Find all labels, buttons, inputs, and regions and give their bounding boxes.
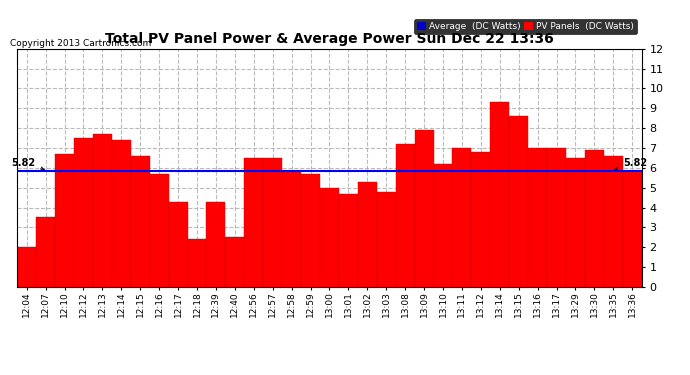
Bar bbox=[623, 171, 642, 287]
Bar bbox=[528, 148, 547, 287]
Bar bbox=[93, 134, 112, 287]
Legend: Average  (DC Watts), PV Panels  (DC Watts): Average (DC Watts), PV Panels (DC Watts) bbox=[414, 19, 637, 34]
Bar bbox=[131, 156, 150, 287]
Bar bbox=[226, 237, 244, 287]
Bar bbox=[188, 239, 206, 287]
Bar bbox=[509, 116, 528, 287]
Bar bbox=[433, 164, 453, 287]
Bar bbox=[112, 140, 131, 287]
Bar bbox=[244, 158, 264, 287]
Text: Copyright 2013 Cartronics.com: Copyright 2013 Cartronics.com bbox=[10, 39, 152, 48]
Bar bbox=[301, 174, 320, 287]
Bar bbox=[36, 217, 55, 287]
Bar bbox=[150, 174, 168, 287]
Text: 5.82: 5.82 bbox=[614, 158, 647, 171]
Bar bbox=[339, 194, 358, 287]
Bar bbox=[206, 201, 226, 287]
Bar bbox=[55, 154, 74, 287]
Bar bbox=[395, 144, 415, 287]
Bar bbox=[491, 102, 509, 287]
Bar bbox=[604, 156, 623, 287]
Bar bbox=[74, 138, 93, 287]
Bar bbox=[264, 158, 282, 287]
Bar bbox=[415, 130, 433, 287]
Bar bbox=[547, 148, 566, 287]
Bar bbox=[17, 247, 36, 287]
Bar bbox=[377, 192, 395, 287]
Title: Total PV Panel Power & Average Power Sun Dec 22 13:36: Total PV Panel Power & Average Power Sun… bbox=[105, 32, 554, 46]
Bar bbox=[168, 201, 188, 287]
Text: 5.82: 5.82 bbox=[11, 158, 45, 171]
Bar bbox=[320, 188, 339, 287]
Bar bbox=[585, 150, 604, 287]
Bar bbox=[471, 152, 491, 287]
Bar bbox=[566, 158, 585, 287]
Bar bbox=[453, 148, 471, 287]
Bar bbox=[358, 182, 377, 287]
Bar bbox=[282, 172, 301, 287]
